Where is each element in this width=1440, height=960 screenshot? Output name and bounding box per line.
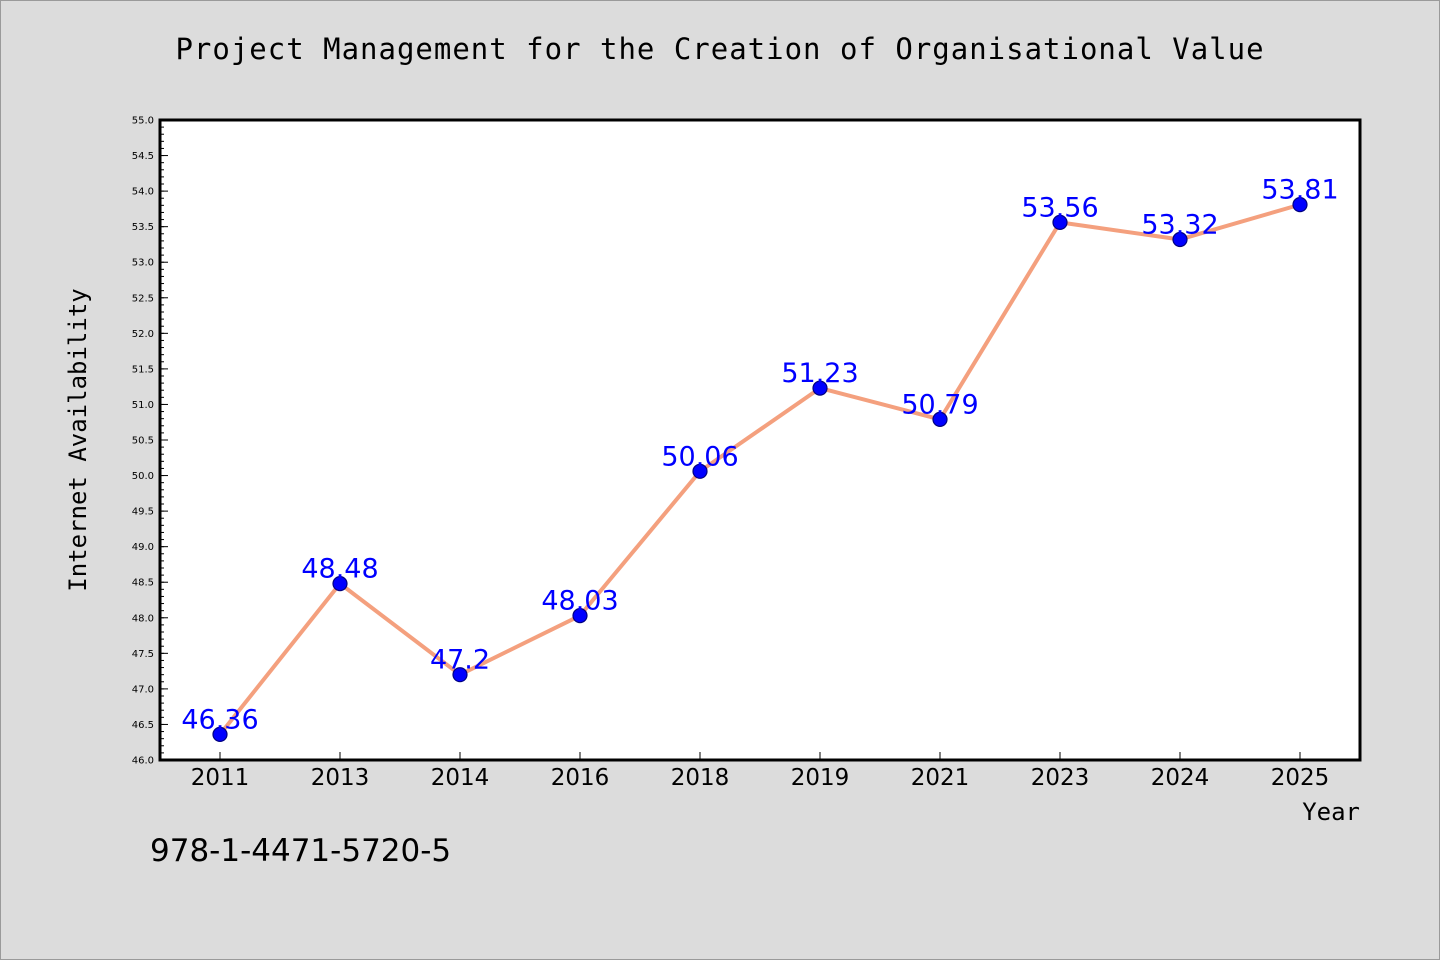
series-line	[218, 202, 1302, 737]
isbn-text: 978-1-4471-5720-5	[150, 833, 452, 869]
y-tick-label: 48.5	[132, 578, 154, 589]
x-tick-label: 2021	[911, 765, 970, 791]
y-tick-label: 54.5	[132, 151, 154, 162]
y-tick-label: 48.0	[132, 613, 154, 624]
data-label: 50.79	[901, 389, 978, 420]
data-label: 53.81	[1261, 175, 1338, 206]
data-point	[332, 576, 348, 592]
chart-title: Project Management for the Creation of O…	[175, 32, 1265, 66]
y-tick-label: 55.0	[132, 116, 154, 127]
y-tick-label: 49.0	[132, 542, 154, 553]
data-label: 53.56	[1021, 192, 1098, 223]
x-axis-title: Year	[1302, 798, 1360, 826]
y-tick-label: 52.5	[132, 293, 154, 304]
data-point	[572, 608, 588, 624]
data-point	[932, 411, 948, 427]
x-tick-label: 2025	[1271, 765, 1330, 791]
x-tick-label: 2018	[671, 765, 730, 791]
y-tick-label: 54.0	[132, 187, 154, 198]
x-tick-label: 2016	[551, 765, 610, 791]
y-tick-label: 50.0	[132, 471, 154, 482]
y-tick-label: 53.0	[132, 258, 154, 269]
data-point	[812, 380, 828, 396]
data-point	[212, 726, 228, 743]
data-point	[1292, 197, 1308, 213]
data-point	[452, 667, 468, 683]
y-tick-label: 51.0	[132, 400, 154, 411]
y-tick-label: 47.0	[132, 684, 154, 695]
data-point	[1172, 231, 1188, 248]
y-tick-label: 52.0	[132, 329, 154, 340]
x-tick-label: 2013	[311, 765, 370, 791]
plot-area	[160, 120, 1360, 760]
y-tick-label: 47.5	[132, 649, 154, 660]
y-tick-label: 51.5	[132, 364, 154, 375]
data-label: 48.48	[301, 554, 378, 585]
y-tick-label: 53.5	[132, 222, 154, 233]
x-tick-label: 2024	[1151, 765, 1210, 791]
x-tick-label: 2019	[791, 765, 850, 791]
y-tick-label: 49.5	[132, 507, 154, 518]
x-tick-label: 2014	[431, 765, 490, 791]
data-label: 46.36	[181, 704, 258, 735]
data-label: 53.32	[1141, 209, 1218, 240]
x-tick-label: 2011	[191, 765, 250, 791]
data-label: 48.03	[541, 586, 618, 617]
data-point	[1052, 214, 1068, 230]
data-label: 47.2	[430, 645, 490, 676]
data-label: 50.06	[661, 441, 738, 472]
data-label: 51.23	[781, 358, 858, 389]
y-tick-label: 50.5	[132, 436, 154, 447]
plot-frame	[158, 118, 1362, 762]
y-tick-label: 46.0	[132, 756, 154, 767]
data-point	[692, 463, 708, 479]
y-axis-title: Internet Availability	[64, 288, 92, 591]
y-tick-label: 46.5	[132, 720, 154, 731]
x-tick-label: 2023	[1031, 765, 1090, 791]
